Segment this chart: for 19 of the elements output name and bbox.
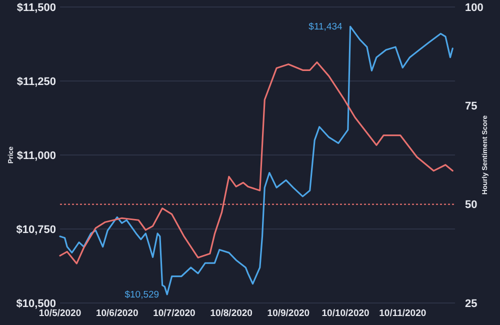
x-tick-label: 10/11/2020 <box>379 308 426 319</box>
x-tick-label: 10/6/2020 <box>96 308 138 319</box>
x-tick-label: 10/5/2020 <box>38 308 82 319</box>
y-tick-label: $10,500 <box>16 298 56 310</box>
x-tick-label: 10/7/2020 <box>153 308 196 319</box>
y2-tick-label: 50 <box>465 199 478 212</box>
y-tick-label: $11,500 <box>16 2 56 14</box>
x-tick-label: 10/10/2020 <box>322 308 370 319</box>
y-tick-label: $11,250 <box>16 76 56 88</box>
annotation: $10,529 <box>124 289 160 300</box>
line-series <box>59 61 454 264</box>
y2-tick-label: 75 <box>465 100 478 113</box>
x-tick-label: 10/9/2020 <box>267 308 310 319</box>
x-tick-label: 10/8/2020 <box>210 308 252 319</box>
y2-tick-label: 25 <box>465 298 478 310</box>
y-tick-label: $11,000 <box>16 150 56 162</box>
annotation: $11,434 <box>308 22 342 33</box>
y2-tick-label: 100 <box>465 2 484 14</box>
y-tick-label: $10,750 <box>16 224 56 236</box>
